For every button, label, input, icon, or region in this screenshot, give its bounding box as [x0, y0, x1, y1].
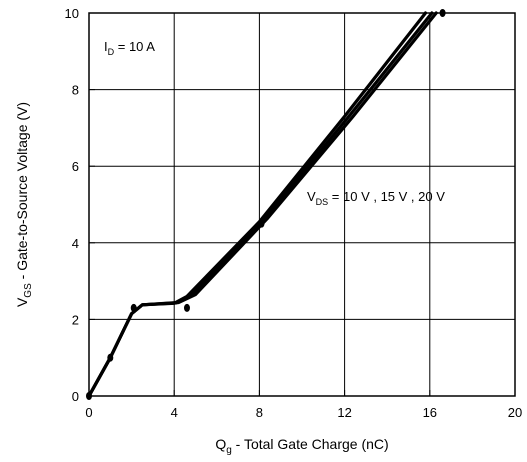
- series-line-1: [87, 11, 428, 398]
- data-point: [107, 353, 114, 362]
- id-annotation-main: I: [104, 39, 108, 54]
- x-axis-label: Qg - Total Gate Charge (nC): [215, 436, 388, 456]
- vds-annotation-sub: DS: [316, 197, 329, 207]
- y-tick-label: 8: [72, 83, 79, 98]
- x-tick-label: 20: [508, 405, 522, 420]
- y-axis-label-rest: - Gate-to-Source Voltage (V): [14, 102, 30, 283]
- y-tick-label: 6: [72, 159, 79, 174]
- y-axis-label-main: V: [14, 297, 30, 307]
- x-tick-label: 4: [171, 405, 178, 420]
- vds-annotation-rest: = 10 V , 15 V , 20 V: [328, 189, 445, 204]
- series-line-3: [87, 11, 438, 398]
- plot-frame: [88, 12, 516, 397]
- id-annotation: ID = 10 A: [104, 39, 155, 57]
- x-axis-label-rest: - Total Gate Charge (nC): [232, 436, 389, 452]
- x-axis-label-sub: g: [226, 445, 232, 456]
- id-annotation-rest: = 10 A: [114, 39, 155, 54]
- tick-labels: 0 4 8 12 16 20 0 2 4 6 8 10: [65, 6, 523, 420]
- y-tick-label: 10: [65, 6, 79, 21]
- y-axis-label-sub: GS: [23, 283, 34, 298]
- y-tick-label: 0: [72, 389, 79, 404]
- y-axis-label: VGS - Gate-to-Source Voltage (V): [14, 102, 34, 307]
- data-point: [130, 303, 137, 312]
- x-tick-label: 8: [256, 405, 263, 420]
- y-tick-label: 2: [72, 312, 79, 327]
- vds-annotation: VDS = 10 V , 15 V , 20 V: [307, 189, 445, 207]
- data-point: [183, 303, 190, 312]
- curves: [87, 11, 438, 398]
- x-tick-label: 16: [423, 405, 437, 420]
- vds-annotation-main: V: [307, 189, 316, 204]
- id-annotation-sub: D: [108, 47, 115, 57]
- data-point: [258, 219, 265, 228]
- x-tick-label: 0: [85, 405, 92, 420]
- grid-lines: [88, 12, 516, 397]
- y-tick-label: 4: [72, 236, 79, 251]
- x-axis-label-main: Q: [215, 436, 226, 452]
- x-tick-label: 12: [337, 405, 351, 420]
